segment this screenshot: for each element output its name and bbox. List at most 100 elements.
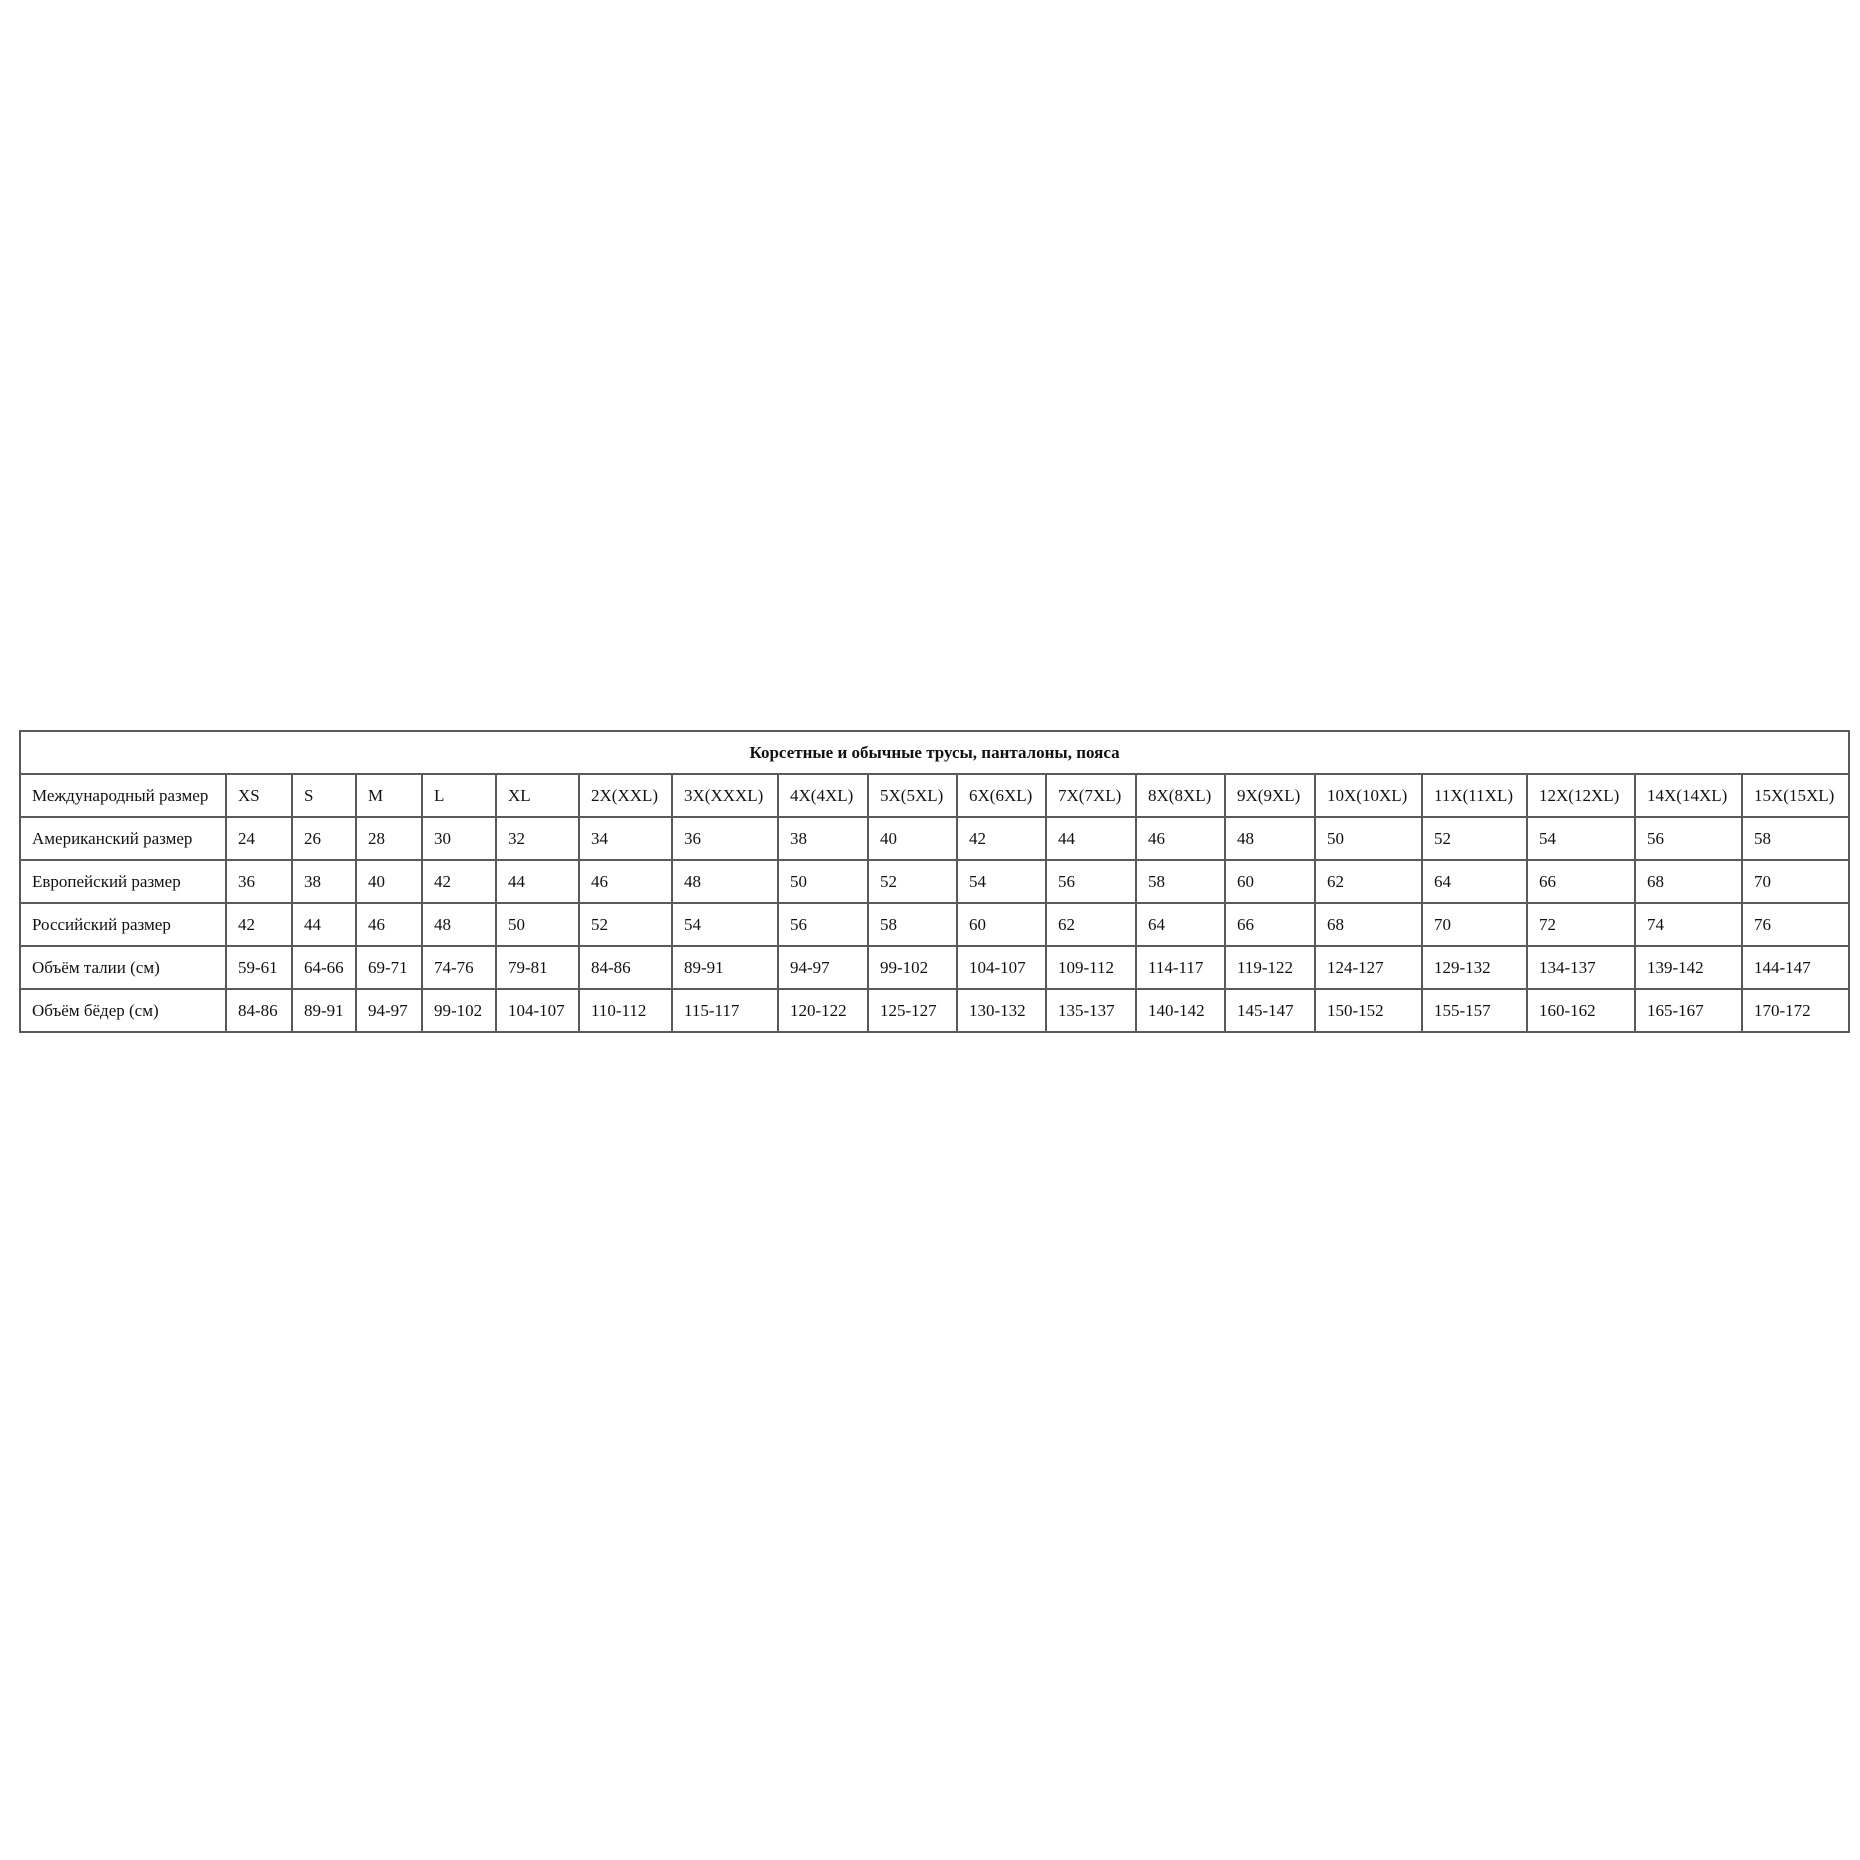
table-cell: 130-132: [956, 988, 1047, 1033]
table-cell: 66: [1224, 902, 1316, 947]
table-cell: 44: [1045, 816, 1137, 861]
table-cell: 54: [1526, 816, 1636, 861]
table-cell: 58: [1135, 859, 1226, 904]
table-cell: 165-167: [1634, 988, 1743, 1033]
table-cell: 99-102: [421, 988, 497, 1033]
table-cell: 24: [225, 816, 293, 861]
table-cell: 155-157: [1421, 988, 1528, 1033]
table-cell: 104-107: [956, 945, 1047, 990]
table-cell: XL: [495, 773, 580, 818]
table-cell: L: [421, 773, 497, 818]
table-cell: 50: [1314, 816, 1423, 861]
size-chart-table: Корсетные и обычные трусы, панталоны, по…: [18, 730, 1851, 1033]
table-cell: 104-107: [495, 988, 580, 1033]
row-label: Объём талии (см): [19, 945, 227, 990]
table-cell: 54: [671, 902, 779, 947]
table-cell: 12X(12XL): [1526, 773, 1636, 818]
table-cell: 64-66: [291, 945, 357, 990]
table-cell: 66: [1526, 859, 1636, 904]
table-cell: 74-76: [421, 945, 497, 990]
table-cell: 170-172: [1740, 988, 1851, 1033]
table-cell: 89-91: [291, 988, 357, 1033]
table-row-ru-size: Российский размер 42 44 46 48 50 52 54 56 58 60 62 6…: [19, 902, 1851, 947]
table-cell: 44: [495, 859, 580, 904]
table-cell: 89-91: [671, 945, 779, 990]
table-cell: 40: [355, 859, 423, 904]
table-cell: 46: [355, 902, 423, 947]
table-cell: 84-86: [225, 988, 293, 1033]
table-cell: 74: [1634, 902, 1743, 947]
table-cell: 109-112: [1045, 945, 1137, 990]
table-cell: 119-122: [1224, 945, 1316, 990]
table-cell: 52: [578, 902, 673, 947]
table-cell: 44: [291, 902, 357, 947]
table-cell: 64: [1135, 902, 1226, 947]
table-cell: 140-142: [1135, 988, 1226, 1033]
table-cell: 40: [867, 816, 958, 861]
table-cell: 58: [1740, 816, 1851, 861]
table-cell: 60: [956, 902, 1047, 947]
table-cell: 48: [421, 902, 497, 947]
table-cell: 34: [578, 816, 673, 861]
table-cell: 135-137: [1045, 988, 1137, 1033]
table-cell: 120-122: [777, 988, 869, 1033]
table-cell: 5X(5XL): [867, 773, 958, 818]
table-cell: 99-102: [867, 945, 958, 990]
table-cell: 9X(9XL): [1224, 773, 1316, 818]
table-cell: 115-117: [671, 988, 779, 1033]
table-cell: 124-127: [1314, 945, 1423, 990]
table-cell: 46: [578, 859, 673, 904]
table-cell: 50: [495, 902, 580, 947]
table-title: Корсетные и обычные трусы, панталоны, по…: [18, 730, 1851, 775]
table-cell: 56: [1634, 816, 1743, 861]
table-cell: 48: [671, 859, 779, 904]
table-cell: 42: [421, 859, 497, 904]
table-cell: 50: [777, 859, 869, 904]
table-cell: M: [355, 773, 423, 818]
table-row-waist: Объём талии (см) 59-61 64-66 69-71 74-76 79-8…: [19, 945, 1851, 990]
table-cell: 58: [867, 902, 958, 947]
table-cell: 15X(15XL): [1740, 773, 1851, 818]
table-cell: 125-127: [867, 988, 958, 1033]
table-cell: 72: [1526, 902, 1636, 947]
table-cell: 32: [495, 816, 580, 861]
table-cell: 84-86: [578, 945, 673, 990]
table-cell: 62: [1314, 859, 1423, 904]
table-cell: 110-112: [578, 988, 673, 1033]
title-row: Корсетные и обычные трусы, панталоны, по…: [18, 730, 1851, 775]
table-cell: 94-97: [355, 988, 423, 1033]
row-label: Американский размер: [19, 816, 227, 861]
table-cell: XS: [225, 773, 293, 818]
table-cell: 11X(11XL): [1421, 773, 1528, 818]
table-cell: 36: [225, 859, 293, 904]
table-cell: 4X(4XL): [777, 773, 869, 818]
table-cell: 150-152: [1314, 988, 1423, 1033]
table-cell: 2X(XXL): [578, 773, 673, 818]
row-label: Объём бёдер (см): [19, 988, 227, 1033]
table-cell: 52: [867, 859, 958, 904]
table-cell: 14X(14XL): [1634, 773, 1743, 818]
table-cell: 38: [291, 859, 357, 904]
table-cell: 76: [1740, 902, 1851, 947]
table-cell: 68: [1634, 859, 1743, 904]
table-cell: 54: [956, 859, 1047, 904]
table-cell: 52: [1421, 816, 1528, 861]
table-cell: 144-147: [1740, 945, 1851, 990]
table-cell: 64: [1421, 859, 1528, 904]
table-cell: 46: [1135, 816, 1226, 861]
table-cell: 134-137: [1526, 945, 1636, 990]
table-cell: 56: [777, 902, 869, 947]
table-cell: 42: [956, 816, 1047, 861]
table-cell: 56: [1045, 859, 1137, 904]
table-cell: 70: [1421, 902, 1528, 947]
row-label: Международный размер: [19, 773, 227, 818]
table-cell: 145-147: [1224, 988, 1316, 1033]
table-cell: 28: [355, 816, 423, 861]
table-cell: 30: [421, 816, 497, 861]
table-cell: 69-71: [355, 945, 423, 990]
table-cell: 3X(XXXL): [671, 773, 779, 818]
table-row-eu-size: Европейский размер 36 38 40 42 44 46 48 50 52 54 56…: [19, 859, 1851, 904]
table-cell: 129-132: [1421, 945, 1528, 990]
table-cell: 62: [1045, 902, 1137, 947]
table-cell: 70: [1740, 859, 1851, 904]
